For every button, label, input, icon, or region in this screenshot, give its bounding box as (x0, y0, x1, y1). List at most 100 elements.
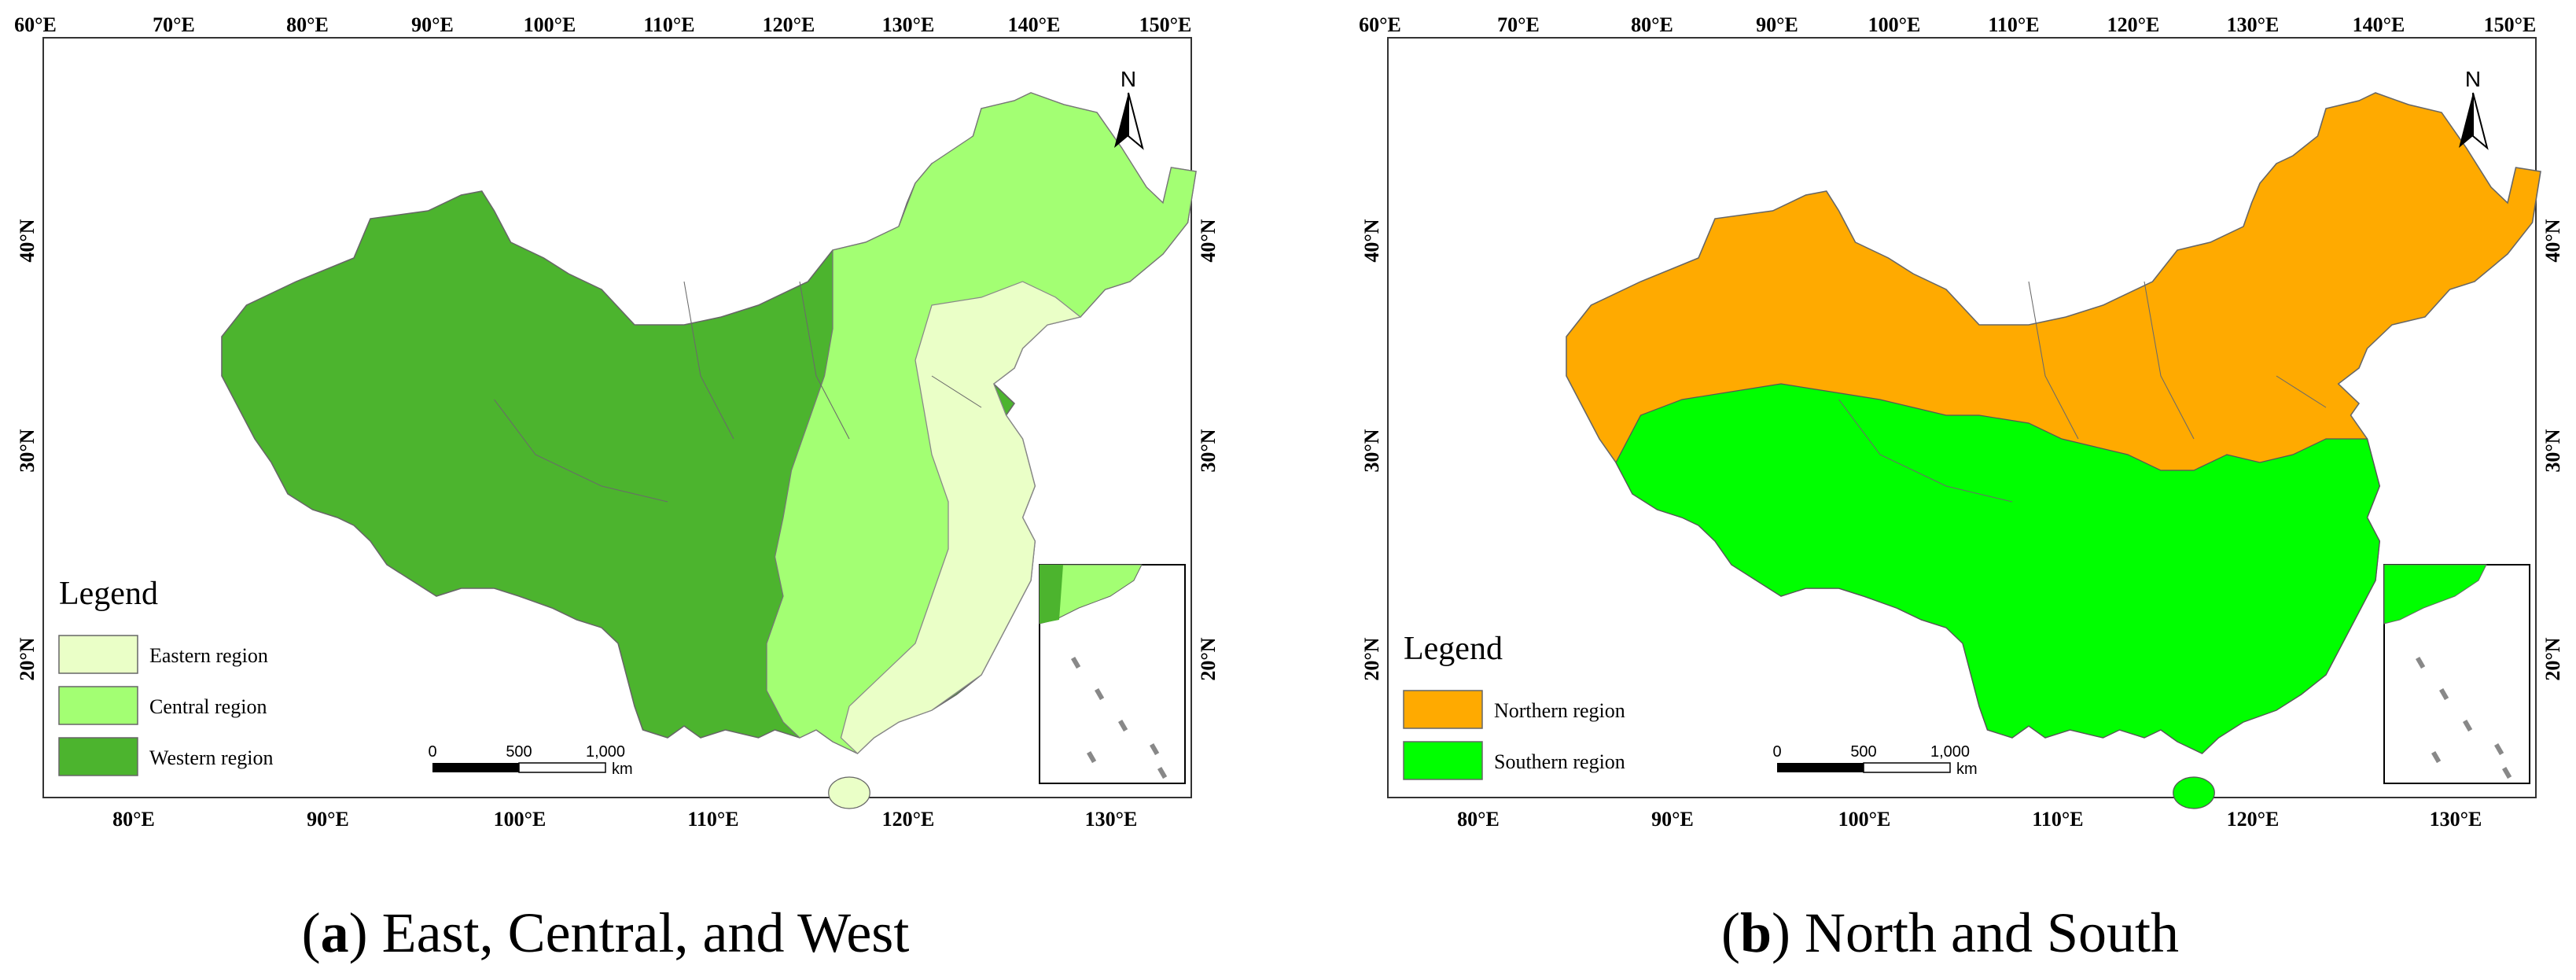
lat-label-left: 30°N (1360, 429, 1383, 472)
top-lon-label: 110°E (643, 13, 694, 36)
lat-label-right: 20°N (2541, 637, 2564, 680)
caption-open: ( (302, 901, 321, 964)
inset-western-part (1040, 565, 1063, 624)
north-label: N (2465, 67, 2481, 91)
inset-dash-line (1150, 743, 1160, 756)
panel-b: 60°E 70°E 80°E 90°E 100°E 110°E 120°E 130°E 140°… (1359, 13, 2564, 964)
legend-swatch (58, 635, 138, 674)
inset-dash-line (2502, 766, 2512, 779)
caption-text: ) East, Central, and West (349, 901, 910, 964)
caption-letter: b (1740, 901, 1772, 964)
lat-label-left: 20°N (16, 637, 39, 680)
north-arrow-left (2459, 93, 2473, 148)
top-lon-label: 130°E (882, 13, 935, 36)
bottom-lon-label: 130°E (2430, 808, 2482, 831)
province-boundaries (494, 281, 982, 503)
scale-label: 0 (1772, 743, 1781, 761)
north-arrow-icon: N (2459, 67, 2489, 150)
province-boundaries (1838, 281, 2327, 503)
north-label: N (1121, 67, 1136, 91)
legend-swatch (58, 686, 138, 725)
top-lon-label: 120°E (763, 13, 815, 36)
scale-label: 0 (428, 743, 436, 761)
top-lon-label: 110°E (1988, 13, 2039, 36)
inset-dash-line (2416, 657, 2426, 669)
legend-label: Northern region (1494, 699, 1625, 722)
bottom-lon-label: 90°E (1651, 808, 1694, 831)
bottom-lon-label: 80°E (112, 808, 155, 831)
hainan-island (828, 776, 870, 809)
top-lon-label: 80°E (1631, 13, 1673, 36)
inset-dash-line (2439, 687, 2449, 701)
scale-label: 1,000 (586, 743, 625, 761)
panel-a: 60°E 70°E 80°E 90°E 100°E 110°E 120°E 130°E 140°… (14, 13, 1220, 964)
scale-unit: km (612, 761, 633, 778)
top-lon-label: 70°E (1497, 13, 1540, 36)
legend-title: Legend (59, 576, 158, 612)
bottom-lon-label: 100°E (494, 808, 546, 831)
caption-open: ( (1721, 901, 1740, 964)
bottom-lon-label: 120°E (2227, 808, 2280, 831)
top-lon-label: 140°E (1008, 13, 1061, 36)
panel-caption: (b) North and South (1721, 901, 2179, 964)
top-lon-label: 120°E (2107, 13, 2160, 36)
top-lon-label: 60°E (14, 13, 57, 36)
bottom-lon-label: 100°E (1838, 808, 1891, 831)
legend-swatch (58, 737, 138, 776)
top-lon-label: 80°E (286, 13, 329, 36)
bottom-lon-label: 120°E (882, 808, 935, 831)
legend-label: Western region (149, 746, 273, 769)
top-lon-label: 90°E (411, 13, 454, 36)
scale-bar-black (1777, 763, 1864, 772)
caption-text: ) North and South (1772, 901, 2179, 964)
top-lon-label: 100°E (524, 13, 576, 36)
legend-label: Southern region (1494, 750, 1625, 773)
lat-label-right: 40°N (2541, 219, 2564, 262)
bottom-lon-label: 80°E (1457, 808, 1500, 831)
top-lon-label: 90°E (1756, 13, 1798, 36)
lat-label-left: 20°N (1360, 637, 1383, 680)
lat-label-left: 40°N (16, 219, 39, 262)
scale-bar-white (518, 762, 606, 773)
scale-label: 500 (506, 743, 532, 761)
bottom-lon-label: 110°E (2032, 808, 2083, 831)
bottom-lon-label: 130°E (1085, 808, 1138, 831)
bottom-lon-label: 110°E (687, 808, 738, 831)
inset-dash-line (1157, 767, 1168, 779)
inset-dash-line (1095, 688, 1105, 701)
north-arrow-left (1114, 93, 1128, 148)
top-lon-label: 70°E (153, 13, 195, 36)
inset-dash-line (2431, 751, 2442, 764)
scale-label: 500 (1850, 743, 1876, 761)
legend-swatch (1403, 690, 1483, 729)
scale-bar-black (432, 763, 519, 772)
legend-label: Eastern region (149, 644, 268, 667)
eastern-region-area (840, 281, 1082, 754)
caption-letter: a (321, 901, 349, 964)
panel-caption: (a) East, Central, and West (302, 901, 910, 964)
hainan-island (2173, 776, 2215, 809)
inset-mainland (2383, 564, 2487, 624)
bottom-lon-label: 90°E (307, 808, 349, 831)
north-arrow-right (1128, 92, 1144, 150)
top-lon-label: 100°E (1868, 13, 1921, 36)
scale-label: 1,000 (1930, 743, 1970, 761)
inset-dash-line (1087, 751, 1097, 764)
inset-dash-line (1117, 720, 1128, 732)
scale-bar-white (1863, 762, 1951, 773)
top-lon-label: 150°E (1139, 13, 1192, 36)
southern-region-area (1615, 383, 2380, 754)
legend-swatch (1403, 741, 1483, 780)
lat-label-left: 30°N (16, 429, 39, 472)
legend-label: Central region (149, 695, 267, 718)
lat-label-right: 30°N (2541, 429, 2564, 472)
north-arrow-right (2472, 92, 2489, 150)
lat-label-right: 40°N (1197, 219, 1220, 262)
lat-label-left: 40°N (1360, 219, 1383, 262)
lat-label-right: 20°N (1197, 637, 1220, 680)
legend-title: Legend (1404, 631, 1503, 667)
inset-dash-line (1070, 657, 1081, 669)
lat-label-right: 30°N (1197, 429, 1220, 472)
inset-dash-line (2463, 720, 2473, 732)
